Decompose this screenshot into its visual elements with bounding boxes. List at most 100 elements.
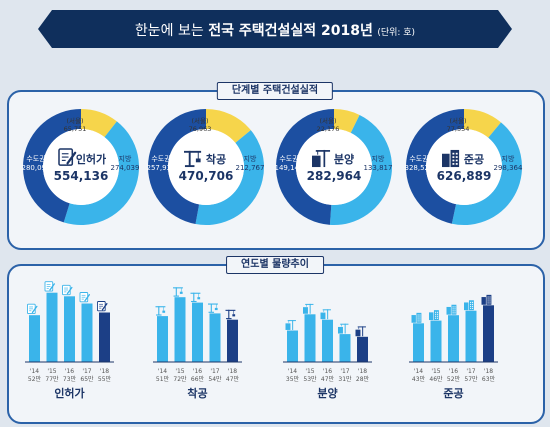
bar-value-label: 55만 [98,375,112,383]
window [452,308,454,310]
window [455,163,458,165]
pen [84,294,91,302]
bar [192,302,203,362]
local-value: 212,767 [236,164,265,172]
donut-hole [168,129,244,205]
bar-value-label: 52만 [28,375,42,383]
metro-value: 257,939 [147,164,176,172]
window [471,307,474,309]
x-tick-label: '15 [47,368,56,375]
x-tick-label: '17 [210,368,219,375]
window [455,159,458,162]
slice-metro [22,109,82,223]
donut-hole [296,129,372,205]
local-label: 지방 [244,154,257,163]
building-crane-icon [312,149,331,168]
window [489,298,491,300]
building [303,307,308,314]
x-tick-label: '15 [175,368,184,375]
window [452,152,455,155]
document-pen-icon [79,292,91,303]
slice-metro [276,109,334,225]
metro-value: 328,525 [405,164,434,172]
window [487,302,489,304]
bar [157,316,168,362]
building-right [486,294,492,305]
metro-label: 수도권 [26,155,45,163]
x-tick-label: '16 [65,368,74,375]
bar-value-label: 57만 [464,375,478,383]
bar-value-label: 53만 [303,375,317,383]
window [470,301,472,303]
slice-seoul [464,109,501,138]
crane-load [179,291,183,294]
crane-load [232,314,236,317]
pen [49,283,56,291]
crane-load [162,310,166,313]
bar-value-label: 47만 [321,375,335,383]
building-crane-icon [303,303,314,314]
bar [287,330,298,362]
bar [209,313,221,362]
crane-base [156,314,162,316]
bar [99,312,110,362]
bar [227,319,238,362]
document-pen-icon [58,148,77,166]
crane-load [197,297,201,300]
bar [465,310,477,362]
window [489,296,491,298]
pen [66,286,73,295]
bar [339,334,351,362]
donut-total: 470,706 [179,169,234,183]
bar-charts: '1452만'1577만'1673만'1765만'1855만인허가'1451만'… [25,281,498,400]
bar [413,323,424,362]
window [471,301,474,303]
bar-value-label: 28만 [356,375,370,383]
page-title: 한눈에 보는 전국 주택건설실적 2018년 (단위: 호) [52,20,498,40]
x-tick-label: '18 [100,368,109,375]
building-right [451,304,457,315]
seoul-value: 77,554 [447,125,470,133]
donut-center-label: 인허가 [76,152,106,166]
building-right [450,149,460,168]
group-label: 착공 [187,386,207,400]
stage-panel: (서울) 65,751 지방 274,039 수도권 280,097 인허가 554,136(… [7,90,545,250]
pen [66,151,77,165]
window [417,316,419,318]
building-crane-icon [338,323,349,334]
bar [304,314,316,362]
window [455,156,458,158]
window [471,303,474,305]
window [454,306,456,308]
bar [29,315,40,362]
x-tick-label: '14 [158,368,167,375]
crane-icon [173,287,183,297]
x-tick-label: '14 [30,368,39,375]
window [452,159,455,162]
building-left [464,302,469,311]
building [320,312,326,320]
window [419,314,421,316]
x-tick-label: '16 [193,368,202,375]
building [285,323,291,330]
donut-center-label: 분양 [334,152,354,166]
crane-load [214,307,218,311]
crane-base [191,300,197,303]
title-unit: (단위: 호) [377,28,416,38]
bar-value-label: 51만 [156,375,170,383]
building [312,155,321,168]
donut-center-label: 준공 [464,153,484,166]
bar-value-label: 65만 [80,375,94,383]
stage-panel-title: 단계별 주택건설실적 [216,82,334,100]
bar-value-label: 73만 [63,375,77,383]
document-pen-icon [62,284,73,296]
crane-icon [184,150,202,168]
group-label: 인허가 [54,386,84,400]
bar [357,336,368,362]
